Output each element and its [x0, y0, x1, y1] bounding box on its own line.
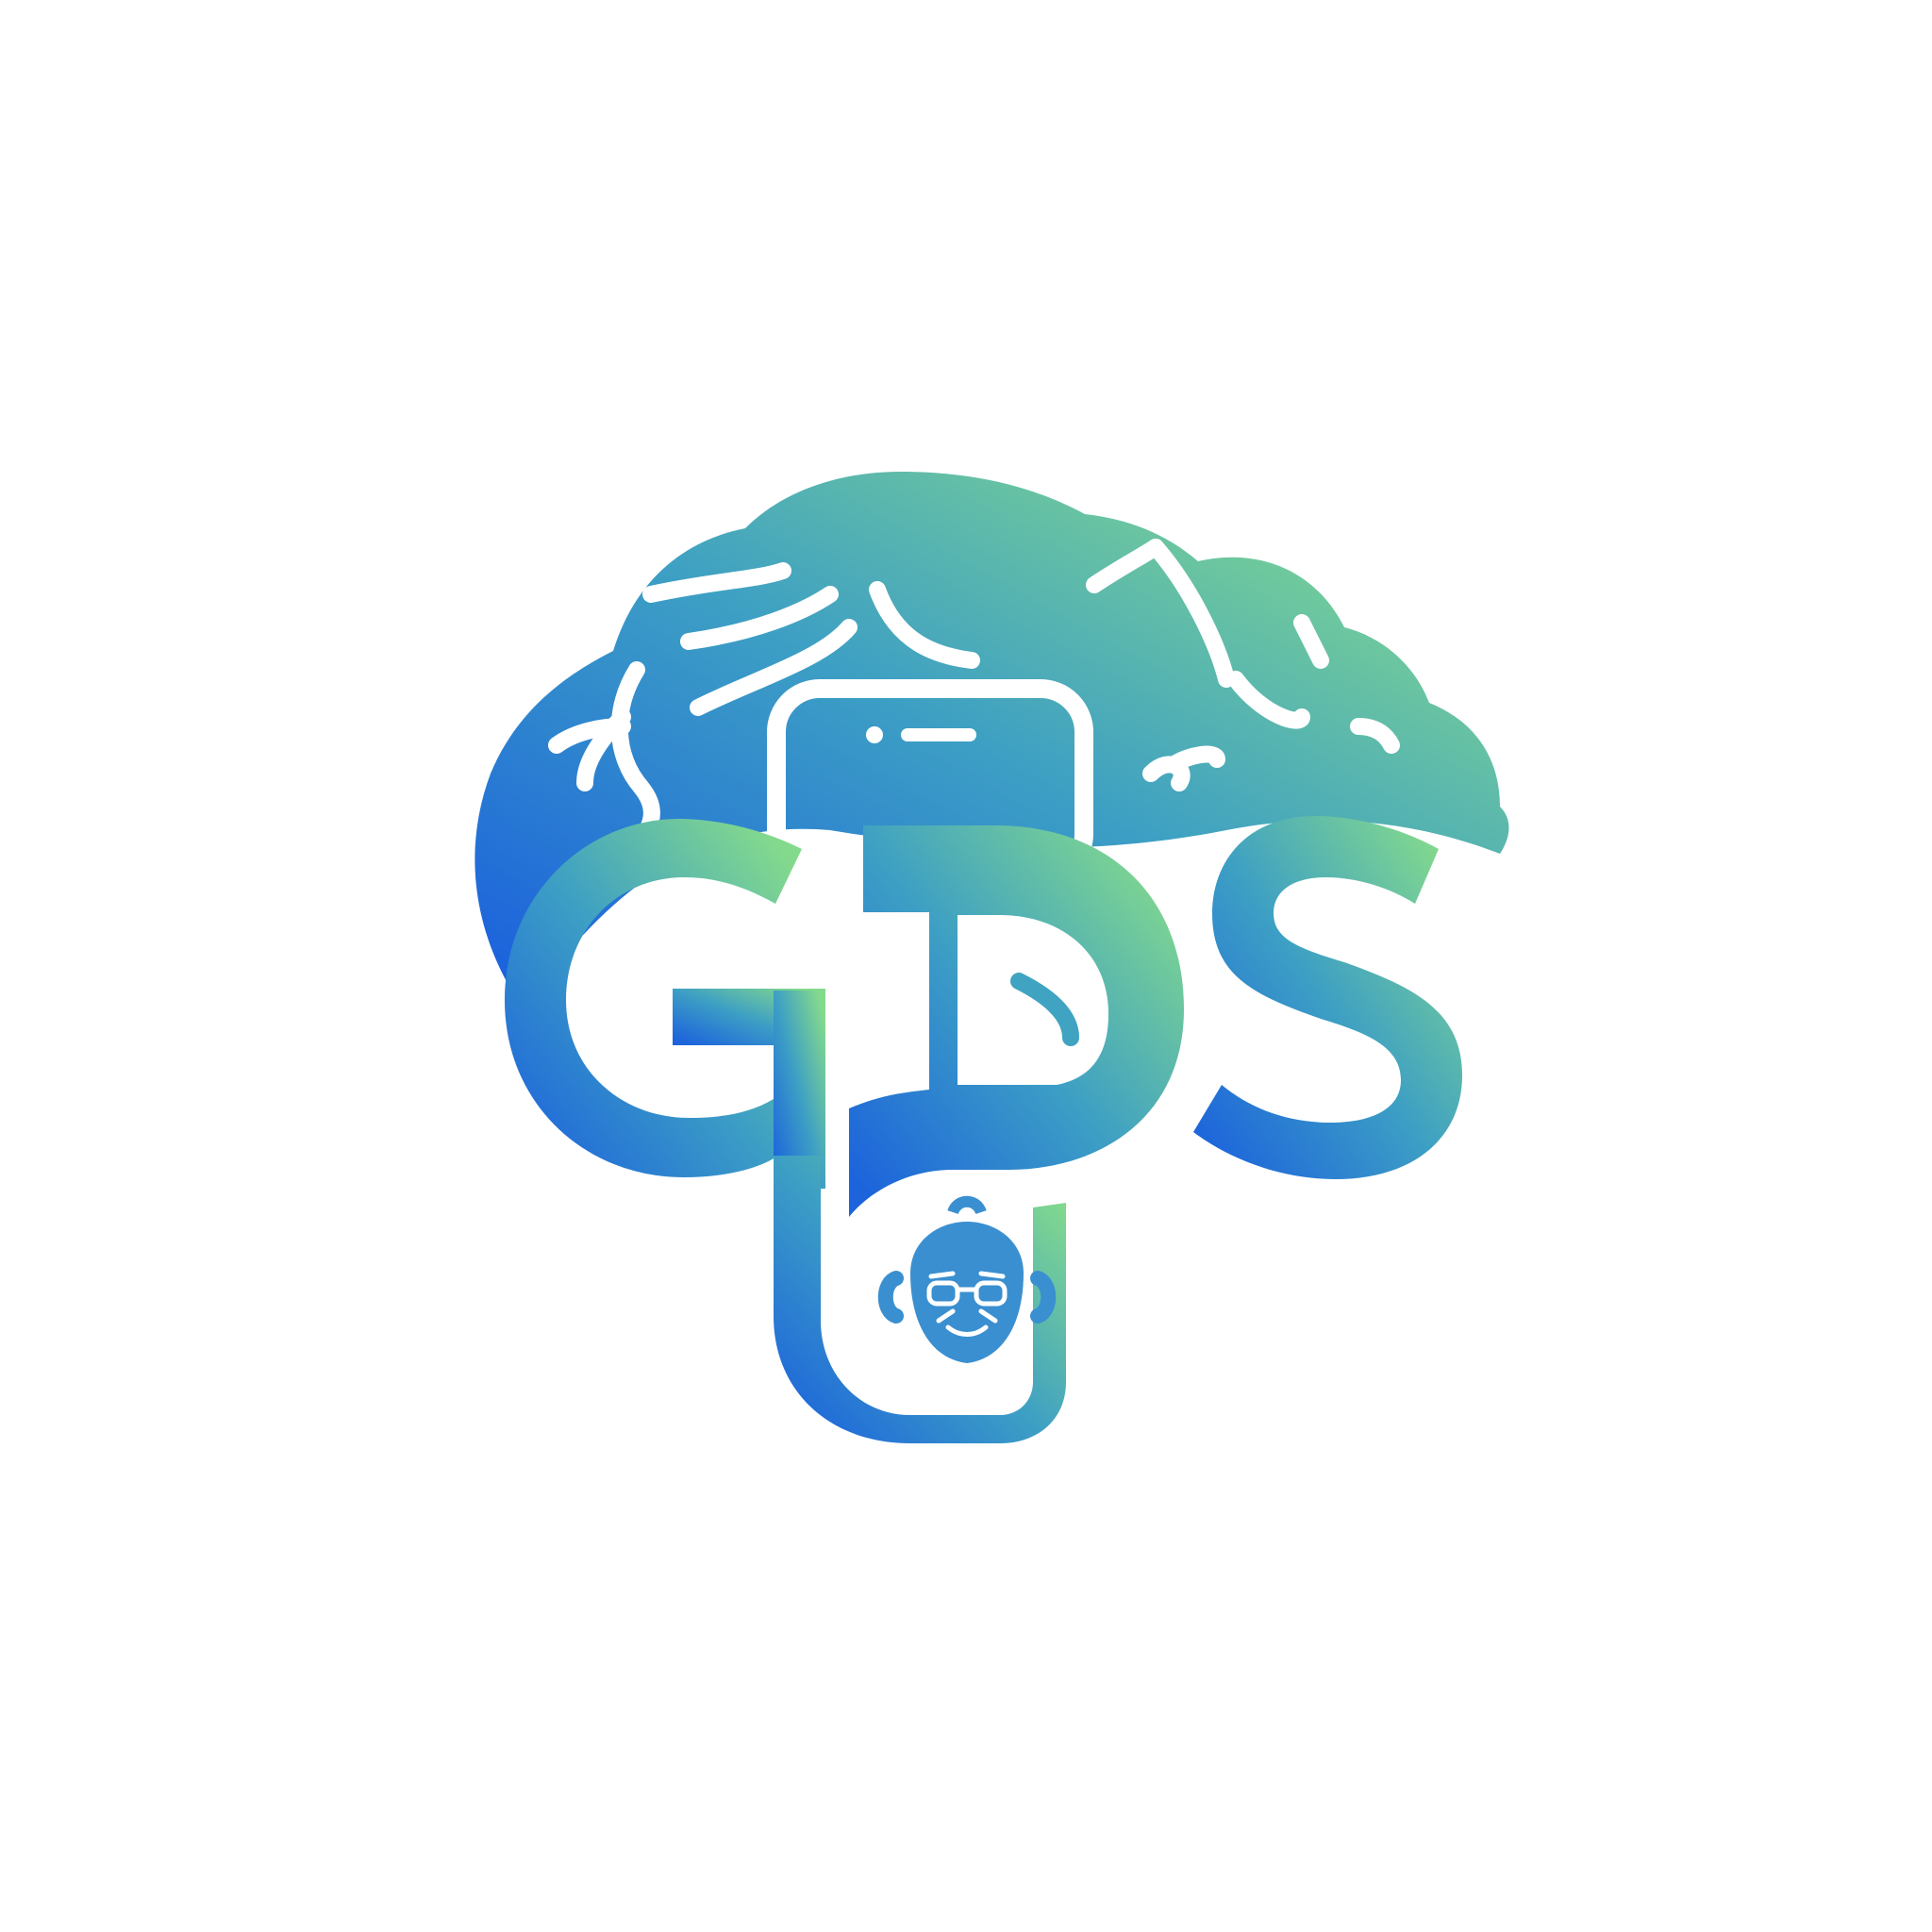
wordmark-gds [505, 816, 1462, 1443]
letter-s [1193, 816, 1462, 1179]
brain-icon [475, 472, 1509, 1009]
person-with-glasses-icon [877, 1195, 1057, 1363]
letter-g [505, 819, 825, 1189]
wordmark-text: GDS [964, 1603, 969, 1605]
letter-d [774, 825, 1184, 1443]
